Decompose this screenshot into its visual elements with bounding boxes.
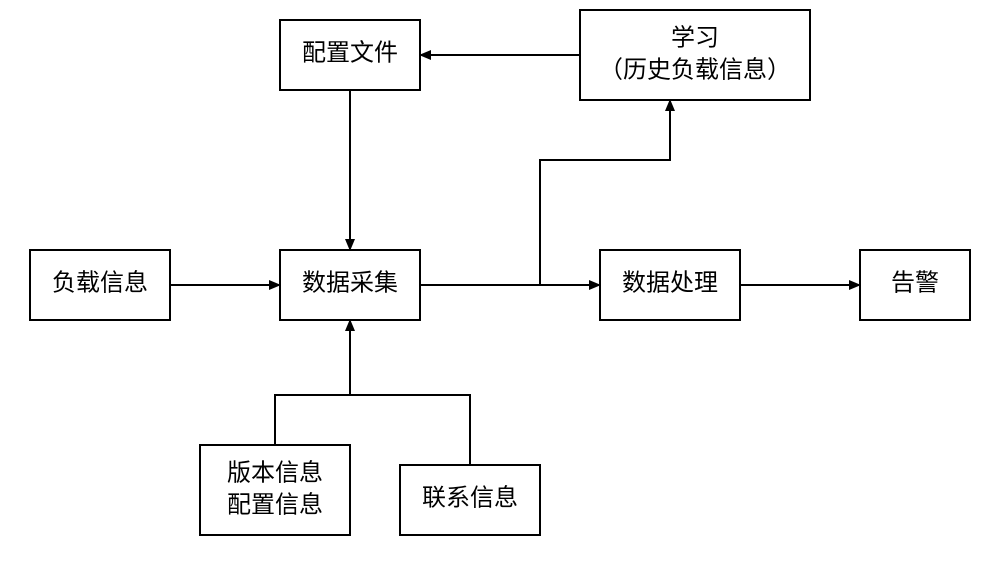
load-info-label: 负载信息 (52, 270, 148, 297)
learning-label-1: 学习 (671, 25, 719, 52)
node-load-info: 负载信息 (30, 250, 170, 320)
contact-info-label: 联系信息 (422, 485, 518, 512)
node-version-config: 版本信息 配置信息 (200, 445, 350, 535)
data-process-label: 数据处理 (622, 270, 718, 297)
version-config-label-1: 版本信息 (227, 460, 323, 487)
node-alarm: 告警 (860, 250, 970, 320)
node-data-collect: 数据采集 (280, 250, 420, 320)
data-collect-label: 数据采集 (302, 270, 398, 297)
node-contact-info: 联系信息 (400, 465, 540, 535)
learning-label-2: （历史负载信息） (599, 57, 791, 84)
node-learning: 学习 （历史负载信息） (580, 10, 810, 100)
alarm-label: 告警 (891, 270, 939, 297)
edge-version-to-collect (275, 320, 350, 445)
edge-contact-to-collect (350, 395, 470, 465)
flowchart-diagram: 配置文件 学习 （历史负载信息） 负载信息 数据采集 数据处理 告警 版本信息 … (0, 0, 1000, 574)
node-data-process: 数据处理 (600, 250, 740, 320)
config-file-label: 配置文件 (302, 40, 398, 67)
version-config-label-2: 配置信息 (227, 492, 323, 519)
node-config-file: 配置文件 (280, 20, 420, 90)
